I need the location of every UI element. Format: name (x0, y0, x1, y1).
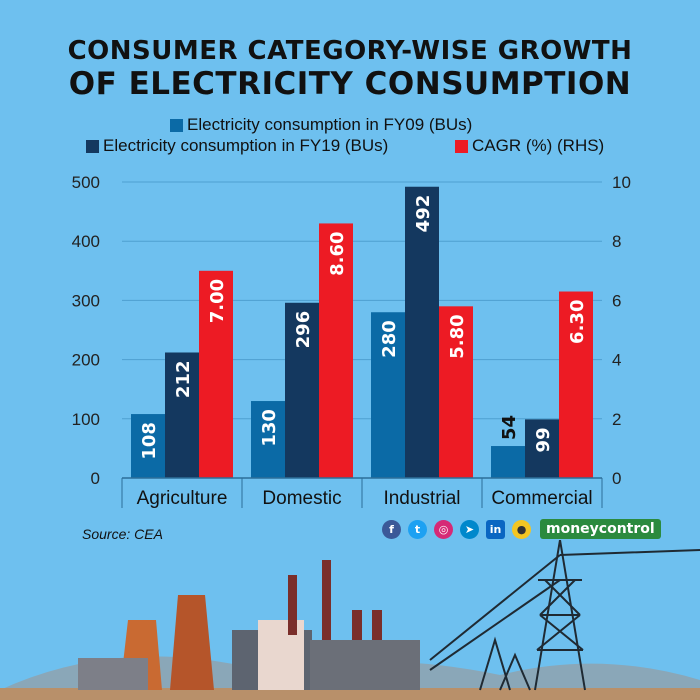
transmission-tower-icon (429, 540, 700, 691)
cooling-tower-right (170, 595, 214, 690)
legend-label-fy19: Electricity consumption in FY19 (BUs) (103, 136, 389, 155)
twitter-icon[interactable]: t (408, 519, 427, 539)
x-tick-label: Industrial (383, 488, 460, 509)
y-tick-right: 4 (612, 351, 621, 370)
source-note: Source: CEA (82, 526, 163, 542)
bar-chart: 0 100 200 300 400 500 0 2 4 6 8 10 108 212 7.00 130 29… (72, 173, 631, 509)
bar (439, 306, 473, 478)
chart-title: CONSUMER CATEGORY-WISE GROWTH (67, 36, 633, 66)
x-tick-label: Agriculture (137, 488, 228, 509)
legend-item-cagr: CAGR (%) (RHS) (455, 136, 604, 156)
y-tick-left: 400 (72, 232, 100, 251)
y-tick-left: 300 (72, 291, 100, 310)
data-label: 7.00 (207, 279, 228, 323)
bars-layer: 108 212 7.00 130 296 8.60 280 492 5.80 54 99 6.30 (131, 186, 593, 478)
bar (559, 291, 593, 478)
y-tick-left: 500 (72, 173, 100, 192)
factory-building-right (310, 640, 420, 690)
y-tick-right: 8 (612, 232, 621, 251)
industrial-scenery (0, 540, 700, 700)
y-tick-left: 100 (72, 410, 100, 429)
bar (371, 312, 405, 478)
bar (319, 223, 353, 478)
legend-label-cagr: CAGR (%) (RHS) (472, 136, 605, 155)
x-tick-label: Domestic (262, 488, 341, 509)
y-tick-right: 10 (612, 173, 631, 192)
telegram-icon[interactable]: ➤ (460, 519, 479, 539)
data-label: 5.80 (447, 314, 468, 358)
bar (285, 302, 319, 478)
data-label: 130 (259, 409, 280, 447)
bar (405, 186, 439, 478)
ground (0, 688, 700, 700)
legend-swatch-fy09 (170, 118, 183, 132)
social-icons: f t ◎ ➤ in ● moneycontrol (382, 519, 661, 539)
y-tick-right: 0 (612, 469, 621, 488)
koo-icon[interactable]: ● (512, 519, 531, 539)
y-axis-left: 0 100 200 300 400 500 (72, 173, 100, 488)
chart-subtitle: OF ELECTRICITY CONSUMPTION (68, 66, 632, 102)
y-tick-right: 2 (612, 410, 621, 429)
data-label: 280 (379, 320, 400, 358)
data-label: 54 (499, 415, 520, 440)
power-plant-block (258, 620, 304, 690)
y-axis-right: 0 2 4 6 8 10 (612, 173, 631, 488)
bar (199, 270, 233, 478)
instagram-icon[interactable]: ◎ (434, 519, 453, 539)
legend-item-fy19: Electricity consumption in FY19 (BUs) (86, 136, 388, 156)
chimney-2 (322, 560, 331, 640)
bar (131, 414, 165, 478)
data-label: 212 (173, 360, 194, 398)
x-tick-label: Commercial (491, 488, 592, 509)
data-label: 108 (139, 422, 160, 460)
data-label: 492 (413, 195, 434, 233)
linkedin-icon[interactable]: in (486, 519, 505, 539)
chimney-1 (288, 575, 297, 635)
data-label: 6.30 (567, 300, 588, 344)
bar (251, 401, 285, 478)
y-tick-left: 200 (72, 351, 100, 370)
bar (491, 446, 525, 478)
legend-item-fy09: Electricity consumption in FY09 (BUs) (170, 115, 472, 135)
x-axis: Agriculture Domestic Industrial Commercial (121, 477, 603, 509)
brand-logo: moneycontrol (540, 519, 661, 539)
data-label: 8.60 (327, 231, 348, 275)
bar (165, 352, 199, 478)
data-label: 296 (293, 311, 314, 349)
legend-swatch-fy19 (86, 139, 99, 153)
facebook-icon[interactable]: f (382, 519, 401, 539)
factory-building-left (78, 658, 148, 690)
y-tick-right: 6 (612, 291, 621, 310)
y-tick-left: 0 (91, 469, 100, 488)
legend-swatch-cagr (455, 139, 468, 153)
legend-label-fy09: Electricity consumption in FY09 (BUs) (187, 115, 473, 134)
data-label: 99 (533, 427, 554, 452)
bar (525, 419, 559, 478)
